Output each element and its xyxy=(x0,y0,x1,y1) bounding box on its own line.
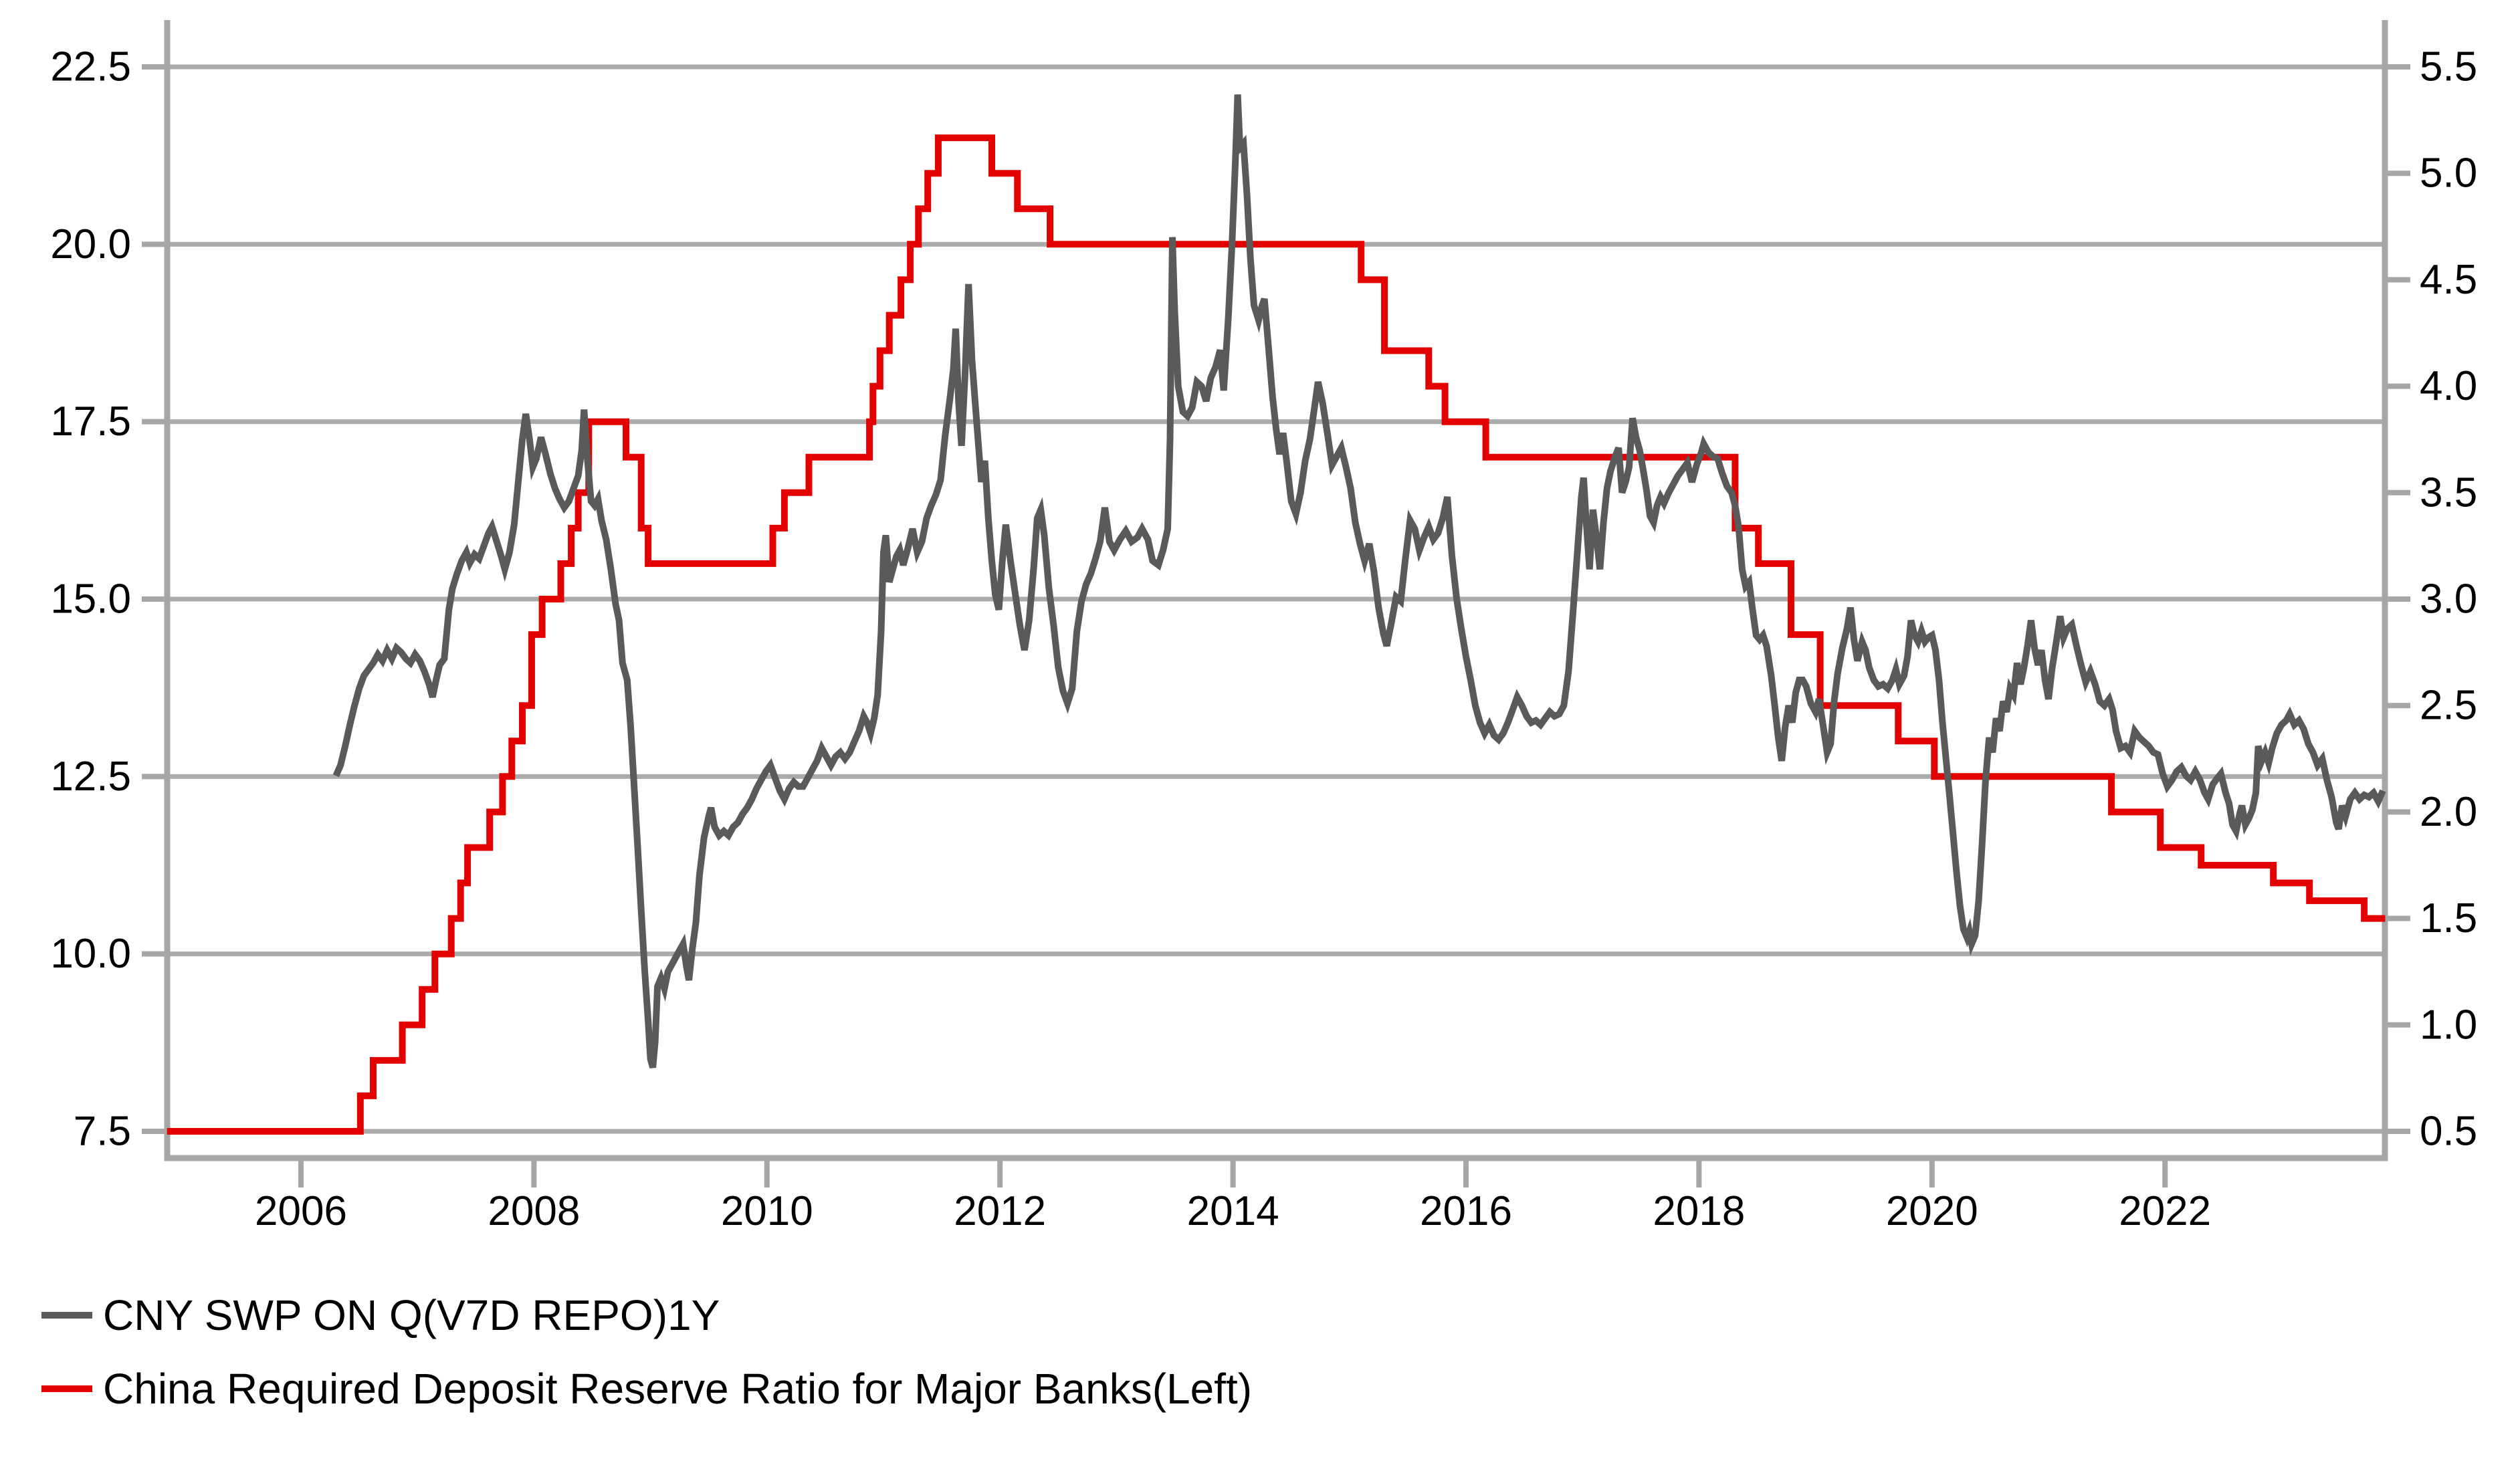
legend-item-swap: CNY SWP ON Q(V7D REPO)1Y xyxy=(41,1292,720,1339)
swap-path xyxy=(332,94,2386,1068)
right-axis-label: 2.5 xyxy=(2420,683,2477,729)
left-axis-label: 22.5 xyxy=(50,44,131,90)
x-axis-label: 2020 xyxy=(1886,1188,1978,1234)
left-axis-label: 12.5 xyxy=(50,754,131,800)
legend-label-rrr: China Required Deposit Reserve Ratio for… xyxy=(103,1365,1253,1413)
x-axis-label: 2018 xyxy=(1653,1188,1745,1234)
rrr-path xyxy=(167,134,2386,1135)
right-axis-label: 4.5 xyxy=(2420,257,2477,303)
axis-ticks xyxy=(142,64,2410,1187)
x-axis-label: 2016 xyxy=(1420,1188,1512,1234)
x-axis-label: 2006 xyxy=(255,1188,347,1234)
left-axis-label: 15.0 xyxy=(50,576,131,623)
x-axis-label: 2022 xyxy=(2119,1188,2211,1234)
rrr-step-line xyxy=(167,134,2386,1135)
right-axis-label: 1.0 xyxy=(2420,1002,2477,1048)
left-axis-label: 20.0 xyxy=(50,221,131,267)
rrr-line-swatch-icon xyxy=(41,1385,92,1392)
right-axis-label: 3.0 xyxy=(2420,576,2477,623)
left-axis-label: 10.0 xyxy=(50,931,131,977)
right-axis-label: 0.5 xyxy=(2420,1109,2477,1155)
legend-item-rrr: China Required Deposit Reserve Ratio for… xyxy=(41,1365,1252,1412)
right-axis-label: 1.5 xyxy=(2420,895,2477,941)
right-axis-label: 5.0 xyxy=(2420,150,2477,197)
axis-spines xyxy=(164,20,2388,1161)
right-axis-label: 3.5 xyxy=(2420,469,2477,516)
left-axis-label: 17.5 xyxy=(50,399,131,445)
x-axis-label: 2008 xyxy=(488,1188,580,1234)
axis-labels: 22.5 20.0 17.5 15.0 12.5 10.0 7.5 5.5 5.0 4.5 4.0 3… xyxy=(50,44,2477,1235)
right-axis-label: 4.0 xyxy=(2420,363,2477,409)
left-axis-label: 7.5 xyxy=(74,1109,131,1155)
legend-label-swap: CNY SWP ON Q(V7D REPO)1Y xyxy=(103,1291,720,1339)
swap-rate-line xyxy=(332,94,2386,1068)
swap-line-swatch-icon xyxy=(41,1312,92,1319)
x-axis-label: 2014 xyxy=(1187,1188,1279,1234)
right-axis-label: 5.5 xyxy=(2420,44,2477,90)
right-axis-label: 2.0 xyxy=(2420,789,2477,835)
x-axis-label: 2010 xyxy=(721,1188,813,1234)
x-axis-label: 2012 xyxy=(954,1188,1046,1234)
gridlines xyxy=(167,64,2385,1134)
